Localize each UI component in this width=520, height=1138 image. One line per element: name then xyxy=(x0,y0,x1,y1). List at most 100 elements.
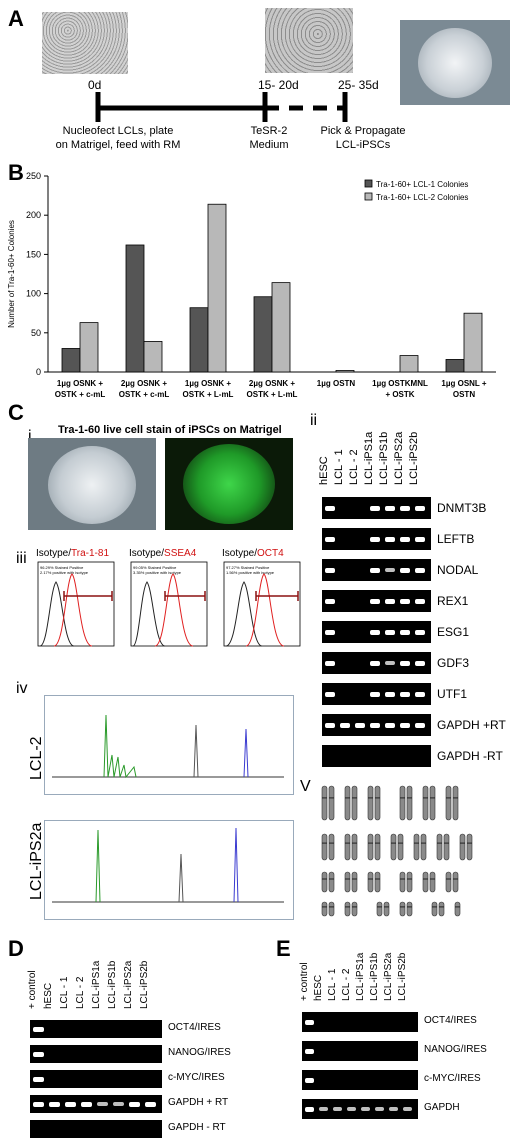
gel-band xyxy=(325,506,335,511)
lane-label: LCL-iPS2a xyxy=(383,952,394,1001)
gel-band xyxy=(370,723,380,728)
chromosome xyxy=(443,833,450,861)
gene-label: GAPDH -RT xyxy=(437,749,503,763)
gel-band xyxy=(305,1107,314,1112)
x-tick-label: OSTN xyxy=(453,390,475,399)
x-tick-label: 2µg OSNK + xyxy=(249,379,296,388)
gel-band xyxy=(400,630,410,635)
lane-label: LCL-iPS2b xyxy=(139,960,150,1009)
chromosome xyxy=(374,785,381,821)
gel-row xyxy=(30,1120,162,1138)
bar xyxy=(253,296,273,373)
gel-band xyxy=(415,723,425,728)
x-tick-label: OSTK + L-mL xyxy=(247,390,298,399)
x-tick-label: OSTK + c-mL xyxy=(119,390,170,399)
gene-label: UTF1 xyxy=(437,687,467,701)
panel-civ-label: iv xyxy=(16,680,28,697)
gel-band xyxy=(325,537,335,542)
chromosome xyxy=(328,901,335,917)
chromosome xyxy=(429,785,436,821)
gel-band xyxy=(385,723,395,728)
gel-row xyxy=(322,621,431,643)
y-tick-label: 100 xyxy=(26,289,41,299)
lane-label: LCL-iPS2a xyxy=(393,431,405,485)
gel-band xyxy=(370,599,380,604)
gel-band xyxy=(400,723,410,728)
gel-band xyxy=(325,661,335,666)
y-tick-label: 200 xyxy=(26,210,41,220)
chromosome xyxy=(454,901,461,917)
gel-band xyxy=(415,630,425,635)
karyotype xyxy=(321,785,473,917)
gene-label: OCT4/IRES xyxy=(168,1022,221,1033)
gel-band xyxy=(370,537,380,542)
panel-b-label: B xyxy=(8,160,24,185)
flow-stat1: 99.05% Stained Positive xyxy=(133,565,177,570)
gel-band xyxy=(65,1102,76,1107)
marker-curve xyxy=(154,573,194,647)
chromosome xyxy=(328,785,335,821)
fragment-trace-ips2a xyxy=(44,820,294,920)
gel-row xyxy=(302,1070,418,1090)
gel-band xyxy=(333,1107,342,1111)
flow-stat1: 96.29% Stained Positive xyxy=(40,565,84,570)
x-tick-label: 1µg OSNK + xyxy=(57,379,104,388)
gene-label: DNMT3B xyxy=(437,501,487,515)
flow-stat1: 97.27% Stained Positive xyxy=(226,565,270,570)
panel-ci-title: Tra-1-60 live cell stain of iPSCs on Mat… xyxy=(58,424,282,436)
gel-band xyxy=(385,506,395,511)
gel-band xyxy=(33,1052,44,1057)
marker-curve xyxy=(245,573,285,647)
time-15-20d: 15- 20d xyxy=(258,78,299,92)
gel-row xyxy=(322,683,431,705)
gel-row xyxy=(322,559,431,581)
flow-title: Isotype/SSEA4 xyxy=(129,548,197,559)
fragment-trace-lcl2 xyxy=(44,695,294,795)
chromosome xyxy=(452,871,459,893)
chromosome xyxy=(452,785,459,821)
panel-a-label: A xyxy=(8,6,24,31)
bar xyxy=(189,307,209,373)
gel-band xyxy=(385,568,395,572)
fluorescent-colony-image xyxy=(165,438,293,530)
gel-band xyxy=(340,723,350,728)
flow-stat2: 1.56% positive with isotype xyxy=(226,570,275,575)
chromosome xyxy=(399,901,406,917)
chromosome xyxy=(459,833,466,861)
x-tick-label: OSTK + L-mL xyxy=(183,390,234,399)
gel-row xyxy=(30,1070,162,1088)
marker-curve xyxy=(53,573,93,647)
legend-label: Tra-1-60+ LCL-2 Colonies xyxy=(376,193,468,202)
gel-row xyxy=(30,1045,162,1063)
note-pick: Pick & Propagate LCL-iPSCs xyxy=(320,125,406,151)
time-25-35d: 25- 35d xyxy=(338,78,379,92)
y-axis-label: Number of Tra-1-60+ Colonies xyxy=(7,220,16,328)
chromosome xyxy=(367,871,374,893)
ipsc-colony-image xyxy=(400,20,510,105)
gel-band xyxy=(385,537,395,542)
gel-row xyxy=(30,1095,162,1113)
gene-label: c-MYC/IRES xyxy=(424,1073,481,1084)
gene-label: REX1 xyxy=(437,594,469,608)
gel-band xyxy=(33,1077,44,1082)
gel-row xyxy=(322,652,431,674)
gel-band xyxy=(33,1102,44,1107)
gene-label: NODAL xyxy=(437,563,479,577)
isotype-curve xyxy=(225,581,263,647)
chromosome xyxy=(445,871,452,893)
bar xyxy=(143,341,163,373)
brightfield-colony-image xyxy=(28,438,156,530)
panel-cv-label: V xyxy=(300,778,311,795)
gel-band xyxy=(415,568,425,573)
chromosome xyxy=(420,833,427,861)
gel-band xyxy=(400,568,410,573)
panel-ci-label: i xyxy=(28,428,32,445)
gel-row xyxy=(30,1020,162,1038)
chromosome xyxy=(321,785,328,821)
y-tick-label: 50 xyxy=(31,328,41,338)
lane-label: LCL - 1 xyxy=(327,968,338,1001)
isotype-curve xyxy=(132,581,166,647)
flow-stat2: 3.35% positive with isotype xyxy=(133,570,182,575)
